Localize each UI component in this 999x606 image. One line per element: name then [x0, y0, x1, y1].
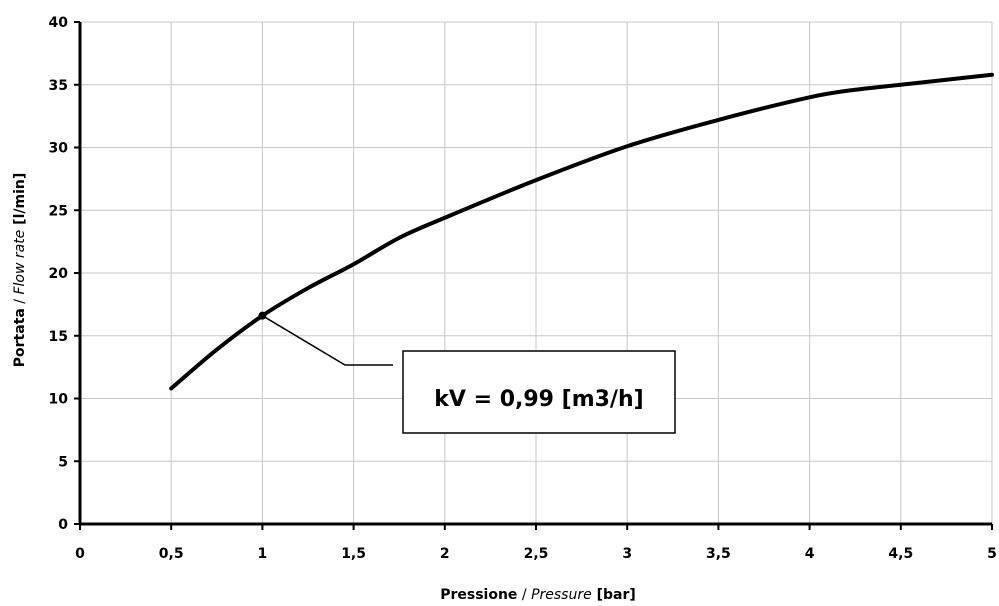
x-tick-label: 3,5	[706, 546, 731, 562]
tick-labels: 0 0,5 1 1,5 2 2,5 3 3,5 4 4,5 5 0 5 10 15 20 25 30 35 40	[49, 15, 997, 562]
y-tick-label: 10	[49, 392, 69, 408]
y-tick-label: 35	[49, 78, 68, 94]
y-tick-label: 25	[49, 203, 68, 219]
annotation-text: kV = 0,99 [m3/h]	[434, 387, 643, 412]
x-tick-label: 2	[440, 546, 450, 562]
x-axis-label: Pressione / Pressure [bar]	[440, 587, 636, 603]
grid	[80, 21, 993, 524]
y-axis-label-sep: /	[12, 295, 28, 309]
x-tick-label: 0,5	[159, 546, 184, 562]
x-tick-label: 2,5	[524, 546, 549, 562]
flow-curve	[169, 72, 994, 391]
x-tick-label: 3	[622, 546, 632, 562]
y-tick-label: 20	[49, 266, 69, 282]
x-tick-label: 4	[805, 546, 815, 562]
y-axis-label-part1: Portata	[12, 308, 28, 367]
y-tick-label: 15	[49, 329, 68, 345]
x-tick-label: 1,5	[341, 546, 366, 562]
x-axis-label-part2: Pressure	[531, 587, 592, 603]
x-tick-label: 1	[258, 546, 268, 562]
x-axis-label-sep: /	[517, 587, 531, 603]
annotation-leader	[262, 315, 393, 366]
y-tick-label: 30	[49, 141, 69, 157]
y-tick-label: 40	[49, 15, 69, 31]
y-tick-label: 0	[58, 517, 68, 533]
axes	[74, 21, 993, 530]
x-axis-label-unit: [bar]	[592, 587, 636, 603]
x-tick-label: 0	[75, 546, 85, 562]
x-tick-label: 5	[987, 546, 997, 562]
annotation-box	[402, 350, 676, 434]
y-axis-label: Portata / Flow rate [l/min]	[12, 173, 28, 367]
y-tick-label: 5	[58, 454, 68, 470]
annotation: kV = 0,99 [m3/h]	[258, 311, 676, 434]
y-axis-label-unit: [l/min]	[12, 173, 28, 230]
x-axis-label-part1: Pressione	[440, 587, 517, 603]
y-axis-label-part2: Flow rate	[12, 230, 28, 295]
x-tick-label: 4,5	[888, 546, 913, 562]
